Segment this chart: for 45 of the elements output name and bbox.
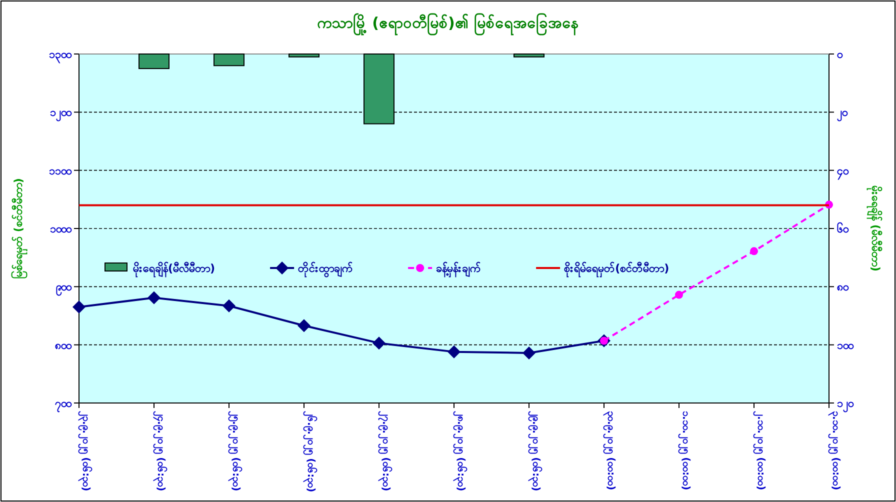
- x-tick-label: ၂၃.၉.၂၀၂၅ (၀၆:၃၀): [77, 411, 93, 492]
- y2-tick-label: ၆၀: [837, 222, 849, 236]
- x-tick-label: ၂၅.၉.၂၀၂၅ (၀၆:၃၀): [227, 411, 243, 492]
- y2-tick-label: ၂၀: [837, 106, 848, 122]
- y-tick-label: ၁၀၀၀: [50, 222, 72, 236]
- x-tick-label: ၂.၁၀.၂၀၂၅ (၀၀:၀၀): [752, 411, 766, 490]
- x-tick-label: ၂၄.၉.၂၀၂၅ (၀၆:၃၀): [152, 411, 168, 492]
- bar: [514, 54, 544, 58]
- y2-tick-label: ၁၂၀: [837, 397, 853, 410]
- y-tick-label: ၁၃၀၀: [49, 48, 72, 64]
- point: [222, 299, 236, 312]
- y-tick-label: ၉၀၀: [56, 280, 72, 297]
- x-tick-label: ၂၈.၉.၂၀၂၅ (၀၆:၃၀): [452, 411, 468, 492]
- y-tick-label: ၈၀၀: [55, 338, 72, 352]
- legend-label: စိုးရိမ်ရေမှတ်(စင်တီမီတာ): [564, 261, 670, 278]
- y2-axis-title: မိုးရေချိန် (မီလီမီတာ): [866, 186, 883, 272]
- x-tick-label: ၂၇.၉.၂၀၂၅ (၀၆:၃၀): [377, 411, 393, 492]
- x-tick-label: ၃၀.၉.၂၀၂၅ (၀၀:၀၀): [602, 411, 616, 490]
- legend-label: ခန့်မှန်းချက်: [436, 261, 482, 278]
- y2-tick-label: ၁၀၀: [837, 338, 854, 352]
- x-tick-label: ၁.၁၀.၂၀၂၅ (၀၀:၀၀): [677, 411, 691, 490]
- x-tick-label: ၃.၁၀.၂၀၂၅ (၀၀:၀၀): [827, 411, 841, 490]
- point: [372, 336, 386, 350]
- y2-tick-label: ၀: [837, 48, 843, 61]
- bar: [288, 54, 320, 58]
- y2-tick-label: ၈၀: [837, 280, 849, 294]
- x-tick-label: ၂၆.၉.၂၀၂၅ (၀၆:၃၀): [302, 411, 318, 492]
- y2-tick-label: ၄၀: [837, 164, 849, 180]
- bar: [138, 54, 170, 70]
- point: [448, 345, 460, 358]
- legend-label: တိုင်းထွာချက်: [298, 261, 354, 278]
- y-tick-label: ၁၁၀၀: [49, 164, 72, 178]
- legend-label: မိုးရေချိန်(မီလီမီတာ): [133, 261, 216, 278]
- x-tick-label: ၂၉.၉.၂၀၂၅ (၀၆:၃၀): [527, 411, 543, 492]
- chart-title: ကသာမြို့ (ဧရာဝတီမြစ်)၏ မြစ်ရေအခြေအနေ: [316, 12, 580, 36]
- point: [148, 291, 160, 304]
- point: [522, 346, 536, 360]
- bar: [214, 54, 244, 66]
- point: [675, 290, 683, 299]
- y-tick-label: ၇၀၀: [55, 397, 72, 413]
- point: [750, 247, 758, 256]
- y-axis-title: မြစ်ရေမှတ် (စင်တီမီတာ): [10, 178, 28, 279]
- point: [72, 300, 86, 314]
- point: [298, 319, 310, 332]
- y-tick-label: ၁၂၀၀: [50, 106, 72, 122]
